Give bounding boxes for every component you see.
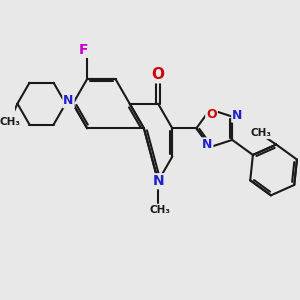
Text: CH₃: CH₃ <box>149 205 170 214</box>
Text: N: N <box>63 94 74 107</box>
Text: N: N <box>232 109 242 122</box>
Text: CH₃: CH₃ <box>250 128 271 138</box>
Text: O: O <box>206 108 217 121</box>
Text: CH₃: CH₃ <box>0 117 21 127</box>
Text: N: N <box>202 138 212 151</box>
Text: N: N <box>152 174 164 188</box>
Text: O: O <box>152 67 165 82</box>
Text: F: F <box>79 43 88 57</box>
